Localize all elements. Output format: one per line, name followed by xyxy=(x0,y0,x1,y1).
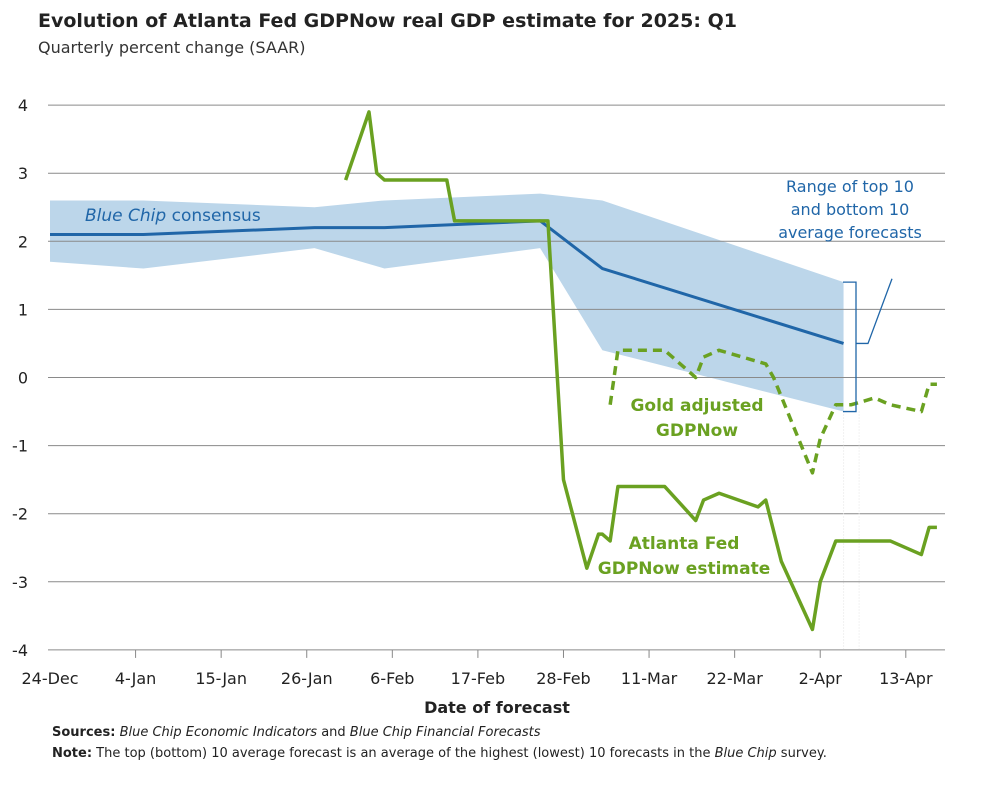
series-gold-adjusted-gdpnow xyxy=(608,348,937,475)
note-text-1: The top (bottom) 10 average forecast is … xyxy=(92,746,715,761)
x-tick-label: 6-Feb xyxy=(370,669,414,688)
note-text-2: survey. xyxy=(776,746,827,761)
x-tick-label: 13-Apr xyxy=(879,669,933,688)
sources-1: Blue Chip Economic Indicators xyxy=(119,725,318,740)
x-tick-label: 24-Dec xyxy=(21,669,78,688)
note-label: Note: xyxy=(52,746,93,761)
y-tick-label: -3 xyxy=(12,573,28,592)
y-tick-label: 1 xyxy=(18,300,28,319)
x-tick-label: 15-Jan xyxy=(195,669,247,688)
x-tick-label: 11-Mar xyxy=(621,669,678,688)
x-tick-label: 26-Jan xyxy=(281,669,333,688)
gdpnow-label-line: Atlanta Fed xyxy=(629,534,740,554)
y-tick-label: 3 xyxy=(18,164,28,183)
sources-2: Blue Chip Financial Forecasts xyxy=(349,725,541,740)
x-tick-label: 2-Apr xyxy=(799,669,843,688)
x-tick-label: 22-Mar xyxy=(706,669,763,688)
consensus-text: consensus xyxy=(166,206,261,226)
footnote: Note: The top (bottom) 10 average foreca… xyxy=(52,745,892,763)
blue-chip-italic: Blue Chip xyxy=(85,206,166,226)
x-tick-label: 17-Feb xyxy=(451,669,505,688)
gdpnow-label-line: GDPNow estimate xyxy=(598,559,771,579)
chart-subtitle: Quarterly percent change (SAAR) xyxy=(38,38,306,57)
x-tick-label: 4-Jan xyxy=(115,669,157,688)
gold-label-line: Gold adjusted xyxy=(630,396,763,416)
range-label-line: Range of top 10 xyxy=(786,177,914,196)
y-tick-label: -4 xyxy=(12,641,28,660)
forecast-range-band xyxy=(50,193,844,412)
x-tick-label: 28-Feb xyxy=(536,669,590,688)
gold-label-line: GDPNow xyxy=(656,421,738,441)
blue-chip-label: Blue Chip consensus xyxy=(85,206,261,226)
chart-title: Evolution of Atlanta Fed GDPNow real GDP… xyxy=(38,10,737,32)
range-label-line: and bottom 10 xyxy=(791,200,910,219)
sources-note: Sources: Blue Chip Economic Indicators a… xyxy=(52,724,541,742)
x-axis-label: Date of forecast xyxy=(424,698,570,717)
series-atlanta-fed-gdpnow-estimate xyxy=(343,110,937,632)
series-blue-chip-consensus xyxy=(50,219,845,345)
sources-label: Sources: xyxy=(52,725,116,740)
sources-and: and xyxy=(317,725,350,740)
y-tick-label: -2 xyxy=(12,505,28,524)
note-italic: Blue Chip xyxy=(714,746,777,761)
y-tick-label: 2 xyxy=(18,232,28,251)
y-tick-label: -1 xyxy=(12,437,28,456)
range-bracket xyxy=(843,278,893,413)
y-tick-label: 4 xyxy=(18,96,28,115)
y-tick-label: 0 xyxy=(18,369,28,388)
range-label-line: average forecasts xyxy=(778,223,922,242)
